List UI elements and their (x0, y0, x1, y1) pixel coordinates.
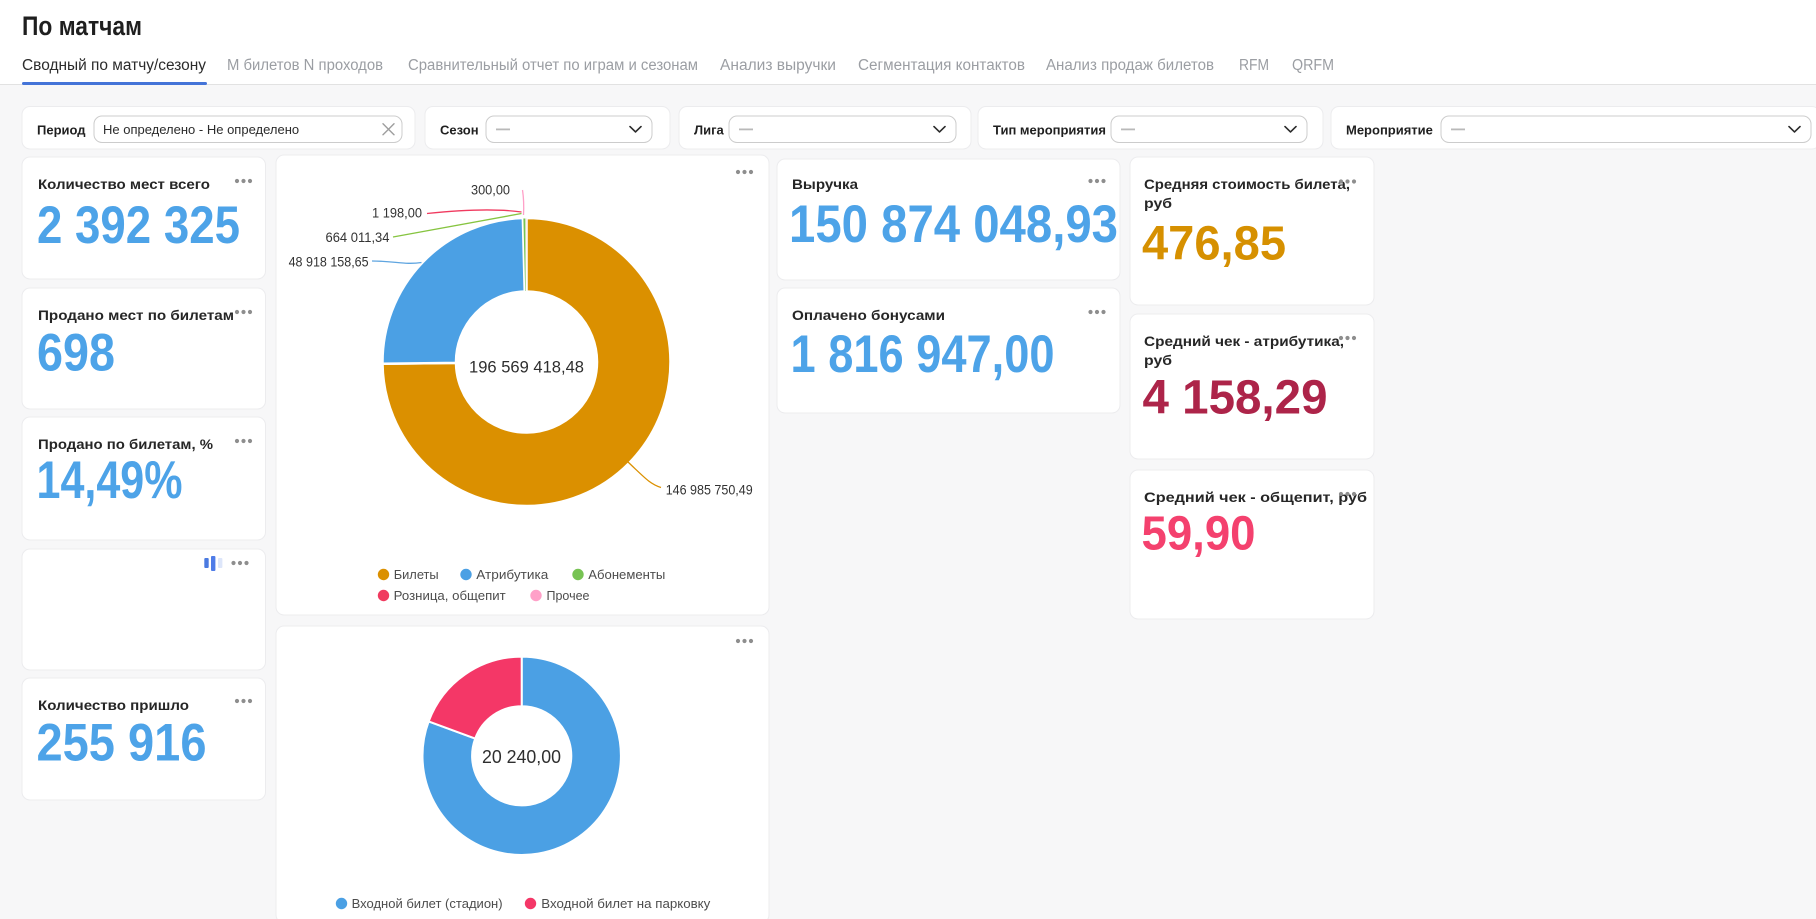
svg-text:300,00: 300,00 (471, 182, 510, 197)
svg-text:Количество мест всего: Количество мест всего (38, 176, 210, 192)
svg-text:Сравнительный отчет по играм и: Сравнительный отчет по играм и сезонам (408, 57, 698, 74)
svg-text:Не определено - Не определено: Не определено - Не определено (103, 122, 299, 137)
svg-text:Атрибутика: Атрибутика (476, 567, 549, 582)
svg-text:Количество пришло: Количество пришло (38, 697, 189, 713)
svg-text:Входной билет (стадион): Входной билет (стадион) (352, 896, 503, 911)
svg-text:Продано мест по билетам: Продано мест по билетам (38, 307, 234, 323)
svg-text:48 918 158,65: 48 918 158,65 (289, 255, 369, 270)
svg-text:476,85: 476,85 (1142, 218, 1286, 271)
svg-text:4 158,29: 4 158,29 (1143, 372, 1328, 425)
svg-text:Тип мероприятия: Тип мероприятия (993, 123, 1106, 138)
svg-text:Входной билет на парковку: Входной билет на парковку (541, 896, 710, 911)
svg-text:руб: руб (1144, 195, 1172, 211)
svg-text:Средняя стоимость билета,: Средняя стоимость билета, (1144, 176, 1350, 192)
svg-text:1 816 947,00: 1 816 947,00 (791, 325, 1055, 384)
svg-text:698: 698 (37, 324, 115, 383)
svg-text:255 916: 255 916 (37, 714, 207, 773)
svg-text:Мероприятие: Мероприятие (1346, 123, 1433, 138)
svg-text:146 985 750,49: 146 985 750,49 (666, 483, 753, 498)
svg-text:Выручка: Выручка (792, 176, 858, 192)
svg-text:Прочее: Прочее (547, 588, 590, 603)
svg-text:QRFM: QRFM (1292, 57, 1334, 74)
svg-text:RFM: RFM (1239, 57, 1269, 74)
svg-text:2 392 325: 2 392 325 (37, 196, 240, 255)
svg-text:Лига: Лига (694, 123, 725, 138)
svg-text:Сезон: Сезон (440, 123, 479, 138)
svg-text:Анализ продаж билетов: Анализ продаж билетов (1046, 57, 1214, 74)
svg-text:М билетов N проходов: М билетов N проходов (227, 57, 383, 74)
svg-text:196 569 418,48: 196 569 418,48 (469, 358, 584, 377)
svg-text:руб: руб (1144, 352, 1172, 368)
svg-text:Билеты: Билеты (394, 567, 439, 582)
svg-text:Период: Период (37, 123, 86, 138)
svg-text:Оплачено бонусами: Оплачено бонусами (792, 307, 945, 323)
svg-text:Сегментация контактов: Сегментация контактов (858, 57, 1025, 74)
svg-text:Анализ выручки: Анализ выручки (720, 57, 836, 74)
svg-text:664 011,34: 664 011,34 (326, 230, 390, 245)
svg-text:59,90: 59,90 (1142, 508, 1256, 561)
svg-text:Средний чек - атрибутика,: Средний чек - атрибутика, (1144, 333, 1344, 349)
svg-text:Розница, общепит: Розница, общепит (394, 588, 506, 603)
svg-text:150 874 048,93: 150 874 048,93 (789, 195, 1118, 254)
svg-text:1 198,00: 1 198,00 (372, 206, 422, 221)
svg-text:14,49%: 14,49% (37, 451, 183, 510)
svg-text:По матчам: По матчам (22, 11, 142, 41)
svg-text:Средний чек - общепит, руб: Средний чек - общепит, руб (1144, 489, 1367, 505)
svg-text:Абонементы: Абонементы (588, 567, 665, 582)
svg-text:20 240,00: 20 240,00 (482, 746, 561, 767)
svg-text:Сводный по матчу/сезону: Сводный по матчу/сезону (22, 57, 206, 74)
svg-text:Продано по билетам, %: Продано по билетам, % (38, 436, 214, 452)
